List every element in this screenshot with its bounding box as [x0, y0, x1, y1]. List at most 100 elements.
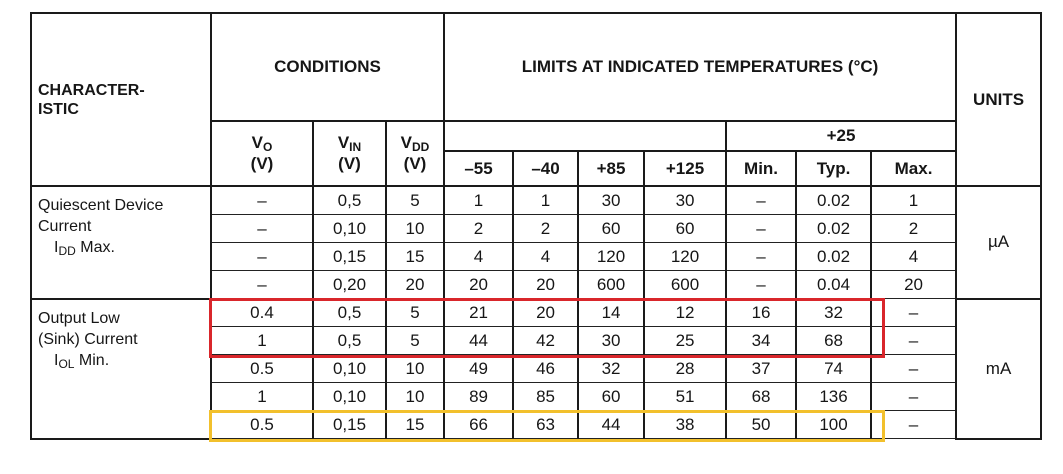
data-cell: 20 — [870, 270, 958, 299]
data-cell: 42 — [512, 326, 580, 355]
data-cell: 0.02 — [795, 186, 873, 215]
spec-table: CHARACTER- ISTIC CONDITIONS LIMITS AT INDIC… — [30, 12, 1043, 440]
data-cell: 28 — [643, 354, 728, 383]
room-column: Typ. — [795, 150, 873, 187]
data-cell: 89 — [443, 382, 515, 411]
header-row: –55 –40 +85 +125 Min. Typ. Max. — [31, 150, 1041, 187]
data-cell: 38 — [643, 410, 728, 439]
data-cell: – — [870, 326, 958, 355]
data-cell: 44 — [443, 326, 515, 355]
symbol-line: IOL Min. — [38, 351, 109, 371]
characteristic-header: CHARACTER- ISTIC — [30, 12, 212, 187]
data-cell: 600 — [643, 270, 728, 299]
data-cell: 20 — [443, 270, 515, 299]
subscript: OL — [58, 356, 75, 371]
data-cell: 46 — [512, 354, 580, 383]
data-row: –0,15 15 4 4 120 120–0.02 4 — [31, 242, 1041, 271]
data-cell: 0.02 — [795, 214, 873, 243]
data-cell: – — [725, 186, 798, 215]
data-cell: 120 — [577, 242, 646, 271]
data-cell: 1 — [210, 326, 314, 355]
unit: (V) — [250, 154, 274, 173]
data-cell: – — [725, 214, 798, 243]
group-label: Output Low (Sink) Current IOL Min. — [30, 297, 212, 440]
temperature: –55 — [443, 150, 515, 187]
temperature: –40 — [512, 150, 580, 187]
data-cell: 51 — [643, 382, 728, 411]
data-cell: – — [870, 382, 958, 411]
data-cell: 120 — [643, 242, 728, 271]
data-cell: 600 — [577, 270, 646, 299]
data-row: –0,20 20 20 20 600 600–0.04 20 — [31, 270, 1041, 299]
data-cell: 85 — [512, 382, 580, 411]
data-cell: 100 — [795, 410, 873, 439]
data-cell: 4 — [870, 242, 958, 271]
data-cell: – — [870, 410, 958, 439]
data-cell: 32 — [577, 354, 646, 383]
data-cell: 68 — [795, 326, 873, 355]
symbol-line: IDD Max. — [38, 239, 115, 258]
data-cell: 0.04 — [795, 270, 873, 299]
condition-column: VDD (V) — [384, 120, 446, 187]
group-units: mA — [955, 297, 1043, 440]
text-line: Output Low — [38, 309, 120, 327]
data-cell: 37 — [725, 354, 798, 383]
data-cell: 0,10 — [312, 214, 387, 243]
data-cell: 14 — [577, 298, 646, 327]
subscript: IN — [349, 140, 362, 154]
subscript: DD — [412, 140, 430, 154]
data-cell: – — [210, 242, 314, 271]
room-temp: +25 — [725, 120, 958, 152]
symbol: V — [337, 133, 350, 152]
data-cell: 60 — [643, 214, 728, 243]
data-cell: 66 — [443, 410, 515, 439]
data-cell: 50 — [725, 410, 798, 439]
data-cell: 2 — [443, 214, 515, 243]
group-units: µA — [955, 185, 1043, 300]
data-cell: – — [870, 298, 958, 327]
data-cell: 68 — [725, 382, 798, 411]
data-cell: 136 — [795, 382, 873, 411]
data-cell: 21 — [443, 298, 515, 327]
data-cell: 20 — [512, 298, 580, 327]
data-cell: 1 — [512, 186, 580, 215]
header-row: CHARACTER- ISTIC CONDITIONS LIMITS AT INDIC… — [30, 12, 1043, 187]
data-row: Output Low (Sink) Current IOL Min. 0.4 0,5 5 2… — [30, 297, 1043, 440]
data-cell: 15 — [384, 242, 446, 271]
condition-column: VIN (V) — [312, 120, 387, 187]
unit: (V) — [403, 154, 427, 173]
symbol-suffix: Max. — [75, 239, 115, 256]
data-cell: 0.4 — [210, 298, 314, 327]
data-cell: 30 — [577, 326, 646, 355]
data-cell: – — [870, 354, 958, 383]
data-row: –0,10 10 2 2 60 60–0.02 2 — [31, 214, 1041, 243]
group-label: Quiescent Device Current IDD Max. — [30, 185, 212, 300]
data-cell: 1 — [443, 186, 515, 215]
symbol: V — [251, 133, 263, 152]
subscript: DD — [58, 244, 76, 258]
header-row: VO (V) VIN (V) VDD (V) +25 — [31, 120, 1041, 187]
symbol: I — [54, 351, 59, 369]
data-cell: 0,5 — [312, 186, 387, 215]
data-cell: 20 — [512, 270, 580, 299]
data-cell: 5 — [384, 298, 446, 327]
data-cell: – — [725, 270, 798, 299]
data-cell: 49 — [443, 354, 515, 383]
data-cell: 0,10 — [312, 382, 387, 411]
text-line: Quiescent Device — [38, 197, 164, 214]
data-cell: 0,10 — [312, 354, 387, 383]
data-cell: 1 — [870, 186, 958, 215]
data-cell: 32 — [795, 298, 873, 327]
data-cell: 20 — [384, 270, 446, 299]
symbol: I — [54, 239, 59, 256]
units-header: UNITS — [955, 12, 1043, 187]
text-line: (Sink) Current — [38, 330, 138, 348]
temperature: +125 — [643, 150, 728, 187]
data-cell: 0,15 — [312, 242, 387, 271]
data-cell: 30 — [643, 186, 728, 215]
data-cell: 60 — [577, 214, 646, 243]
data-cell: 15 — [384, 410, 446, 439]
room-column: Min. — [725, 150, 798, 187]
data-row: 0.5 0,10 10 49 46 32 28 37 74– — [31, 354, 1041, 383]
room-column: Max. — [870, 150, 958, 187]
